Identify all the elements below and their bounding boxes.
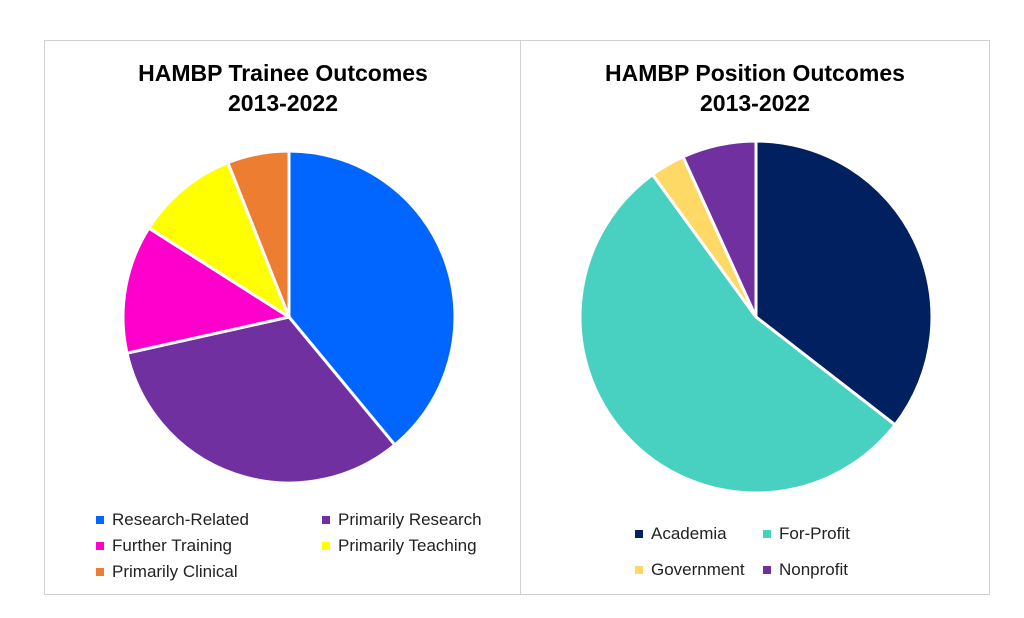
- legend-swatch-primarily-research: [322, 516, 330, 524]
- legend-item-primarily-clinical: Primarily Clinical: [96, 562, 238, 582]
- slice-further-training: [121, 226, 291, 355]
- slice-research-related: [287, 149, 457, 447]
- legend-label-further-training: Further Training: [112, 536, 232, 555]
- slice-primarily-teaching: [147, 161, 291, 319]
- legend-swatch-academia: [635, 530, 643, 538]
- legend-item-nonprofit: Nonprofit: [763, 560, 848, 580]
- position-chart-title-line-2: 2013-2022: [700, 90, 810, 116]
- trainee-chart-title-line-2: 2013-2022: [228, 90, 338, 116]
- trainee-outcomes-chart: HAMBP Trainee Outcomes 2013-2022 Researc…: [44, 40, 522, 595]
- legend-item-government: Government: [635, 560, 745, 580]
- slice-primarily-clinical: [226, 149, 291, 319]
- legend-swatch-government: [635, 566, 643, 574]
- legend-swatch-research-related: [96, 516, 104, 524]
- trainee-pie: [121, 149, 457, 485]
- slice-nonprofit: [681, 139, 758, 319]
- legend-label-for-profit: For-Profit: [779, 524, 850, 543]
- legend-label-research-related: Research-Related: [112, 510, 250, 529]
- position-outcomes-chart: HAMBP Position Outcomes 2013-2022 Academ…: [520, 40, 990, 595]
- legend-swatch-nonprofit: [763, 566, 771, 574]
- legend-label-primarily-clinical: Primarily Clinical: [112, 562, 238, 581]
- trainee-chart-title-line-1: HAMBP Trainee Outcomes: [138, 60, 428, 86]
- slice-primarily-research: [125, 315, 397, 485]
- legend-item-for-profit: For-Profit: [763, 524, 850, 544]
- position-chart-title: HAMBP Position Outcomes 2013-2022: [521, 58, 989, 118]
- legend-item-academia: Academia: [635, 524, 727, 544]
- legend-swatch-for-profit: [763, 530, 771, 538]
- legend-label-primarily-research: Primarily Research: [338, 510, 482, 529]
- legend-item-primarily-teaching: Primarily Teaching: [322, 536, 477, 556]
- legend-item-research-related: Research-Related: [96, 510, 249, 530]
- legend-label-government: Government: [651, 560, 745, 579]
- position-chart-title-line-1: HAMBP Position Outcomes: [605, 60, 905, 86]
- position-pie: [578, 139, 934, 495]
- legend-label-nonprofit: Nonprofit: [779, 560, 848, 579]
- legend-swatch-primarily-clinical: [96, 568, 104, 576]
- legend-swatch-primarily-teaching: [322, 542, 330, 550]
- slice-for-profit: [578, 173, 897, 495]
- legend-item-primarily-research: Primarily Research: [322, 510, 482, 530]
- slice-academia: [754, 139, 934, 427]
- legend-item-further-training: Further Training: [96, 536, 232, 556]
- legend-label-academia: Academia: [651, 524, 727, 543]
- legend-swatch-further-training: [96, 542, 104, 550]
- legend-label-primarily-teaching: Primarily Teaching: [338, 536, 477, 555]
- trainee-chart-title: HAMBP Trainee Outcomes 2013-2022: [45, 58, 521, 118]
